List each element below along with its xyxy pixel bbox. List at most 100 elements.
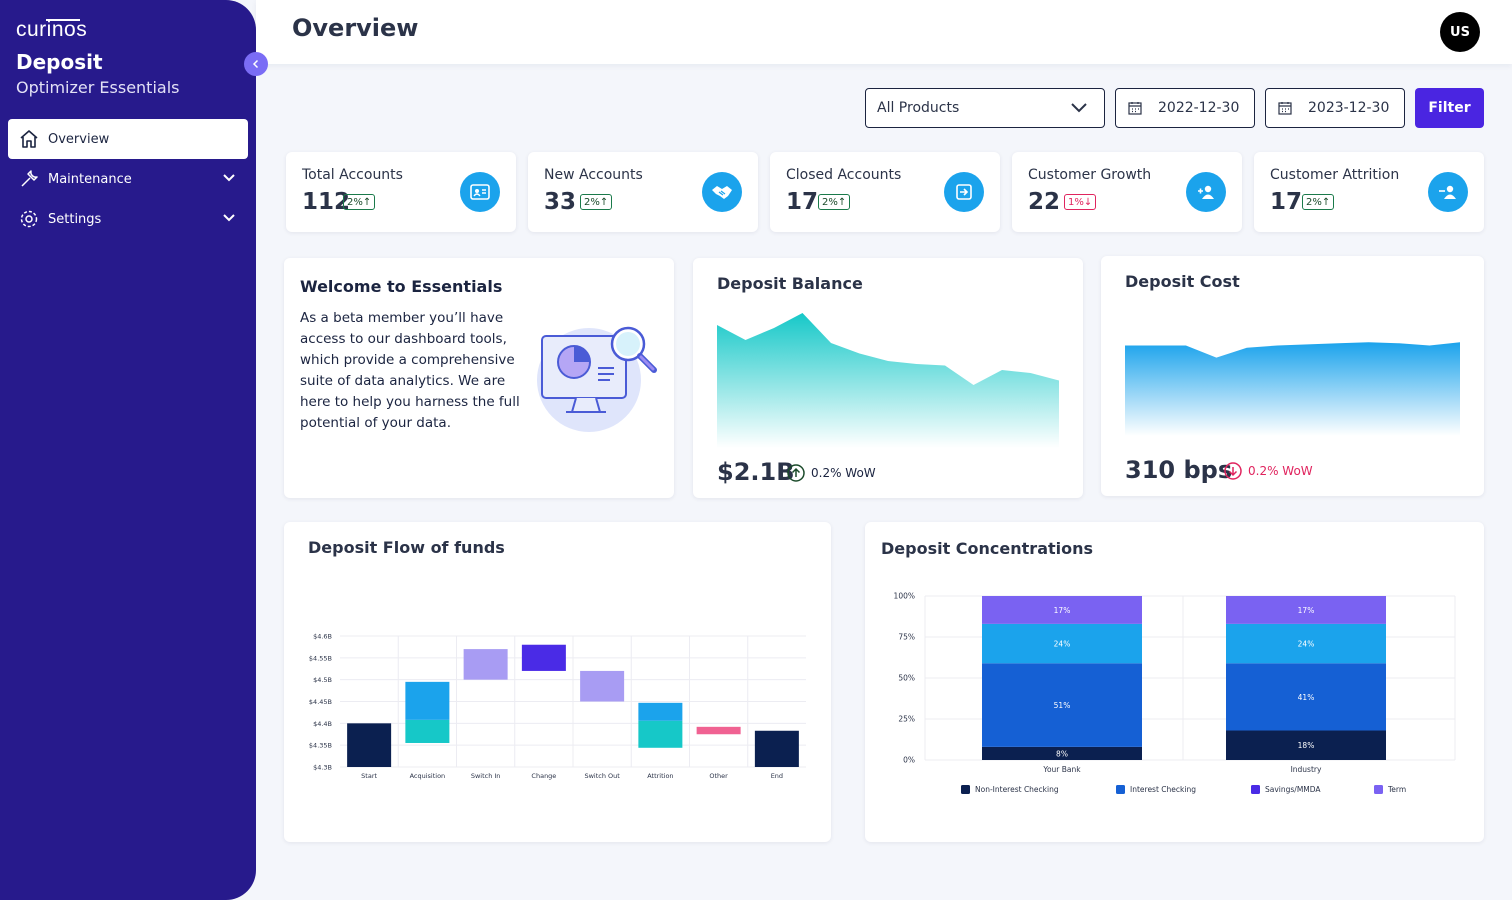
kpi-value: 17 xyxy=(1270,189,1303,215)
arrow-up-icon: ↑ xyxy=(599,196,609,208)
bar-end xyxy=(754,730,799,767)
bar-other xyxy=(696,726,741,735)
x-tick-label: Change xyxy=(531,772,556,780)
bar-acquisition xyxy=(405,719,450,743)
wrench-icon xyxy=(18,168,40,190)
kpi-card-new-accounts: New Accounts 33 2% ↑ xyxy=(528,152,758,232)
analytics-illustration xyxy=(537,326,657,432)
x-tick-label: Attrition xyxy=(647,772,673,780)
deposit-cost-change: 0.2% WoW xyxy=(1224,462,1313,480)
sidebar-item-label: Settings xyxy=(48,211,102,227)
welcome-text: As a beta member you’ll have access to o… xyxy=(300,310,520,431)
chevron-left-icon xyxy=(252,59,259,69)
start-date-value: 2022-12-30 xyxy=(1158,100,1240,116)
bar-segment xyxy=(1226,596,1386,624)
kpi-card-total-accounts: Total Accounts 112 2% ↑ xyxy=(286,152,516,232)
bar-segment xyxy=(1226,730,1386,760)
x-tick-label: Switch Out xyxy=(584,772,620,780)
bar-segment xyxy=(982,746,1142,760)
product-select-value: All Products xyxy=(877,100,960,116)
y-tick-label: $4.6B xyxy=(313,633,332,641)
x-tick-label: Your Bank xyxy=(1042,765,1081,774)
deposit-concentrations-title: Deposit Concentrations xyxy=(881,539,1094,558)
end-date-value: 2023-12-30 xyxy=(1308,100,1390,116)
calendar-icon xyxy=(1278,101,1292,115)
bar-segment xyxy=(982,623,1142,664)
y-tick-label: 50% xyxy=(898,674,915,683)
area-fill xyxy=(717,313,1059,448)
y-tick-label: 25% xyxy=(898,715,915,724)
change-badge: 2% ↑ xyxy=(818,194,851,210)
sidebar-item-maintenance[interactable]: Maintenance xyxy=(8,159,248,199)
deposit-concentrations-card: Deposit Concentrations 0% 25% 50% 75% 100% 8%… xyxy=(865,522,1484,842)
deposit-balance-title: Deposit Balance xyxy=(717,274,863,293)
y-tick-label: $4.5B xyxy=(313,676,332,684)
arrow-down-circle-icon xyxy=(1224,462,1242,480)
bar-acquisition xyxy=(405,681,450,720)
y-tick-label: $4.55B xyxy=(309,654,332,662)
chevron-down-icon xyxy=(1070,102,1088,118)
product-select[interactable]: All Products xyxy=(865,88,1105,128)
deposit-balance-card: Deposit Balance $2.1B 0.2% WoW xyxy=(693,258,1083,498)
app-subtitle: Optimizer Essentials xyxy=(16,78,180,97)
curinos-logo[interactable]: curinos xyxy=(16,18,88,41)
handshake-icon xyxy=(702,172,742,212)
user-remove-icon xyxy=(1428,172,1468,212)
change-badge: 2% ↑ xyxy=(580,194,613,210)
x-tick-label: Industry xyxy=(1291,765,1322,774)
filter-button[interactable]: Filter xyxy=(1415,88,1484,128)
data-label: 17% xyxy=(1298,606,1315,615)
welcome-card: Welcome to Essentials As a beta member y… xyxy=(284,258,674,498)
kpi-card-closed-accounts: Closed Accounts 17 2% ↑ xyxy=(770,152,1000,232)
kpi-value: 112 xyxy=(302,189,351,215)
data-label: 8% xyxy=(1056,749,1068,758)
data-label: 18% xyxy=(1298,741,1315,750)
data-label: 24% xyxy=(1298,640,1315,649)
y-tick-label: 100% xyxy=(894,592,915,601)
change-badge: 2% ↑ xyxy=(343,194,376,210)
kpi-card-customer-growth: Customer Growth 22 1% ↓ xyxy=(1012,152,1242,232)
gear-icon xyxy=(18,208,40,230)
x-tick-label: Switch In xyxy=(471,772,501,780)
area-fill xyxy=(1125,342,1460,436)
start-date-field[interactable]: 2022-12-30 xyxy=(1115,88,1255,128)
collapse-sidebar-button[interactable] xyxy=(244,52,268,76)
data-label: 24% xyxy=(1054,640,1071,649)
id-card-icon xyxy=(460,172,500,212)
kpi-label: Total Accounts xyxy=(302,167,403,183)
deposit-cost-card: Deposit Cost 310 bps 0.2% WoW xyxy=(1101,256,1484,496)
deposit-concentrations-chart: 0% 25% 50% 75% 100% 8% 51% 24% 17% Your Bank 18% 41… xyxy=(894,592,1456,794)
chevron-down-icon xyxy=(222,212,236,227)
legend-label: Savings/MMDA xyxy=(1265,785,1321,794)
bar-segment xyxy=(1226,623,1386,664)
sidebar-item-settings[interactable]: Settings xyxy=(8,199,248,239)
deposit-cost-value: 310 bps xyxy=(1125,456,1233,484)
legend-swatch xyxy=(1374,785,1383,794)
change-badge: 1% ↓ xyxy=(1064,194,1097,210)
arrow-down-icon: ↓ xyxy=(1083,196,1093,208)
x-tick-label: End xyxy=(771,772,783,780)
sidebar: curinos Deposit Optimizer Essentials Ove… xyxy=(0,0,256,900)
legend-label: Non-Interest Checking xyxy=(975,785,1059,794)
bar-segment xyxy=(982,663,1142,747)
x-tick-label: Other xyxy=(709,772,728,780)
avatar[interactable]: US xyxy=(1440,12,1480,52)
x-tick-label: Start xyxy=(361,772,377,780)
chevron-down-icon xyxy=(222,172,236,187)
bar-attrition xyxy=(638,702,683,721)
deposit-cost-title: Deposit Cost xyxy=(1125,272,1240,291)
deposit-balance-change: 0.2% WoW xyxy=(787,464,876,482)
deposit-balance-chart xyxy=(717,313,1059,448)
kpi-label: Closed Accounts xyxy=(786,167,902,183)
bar-switch-in xyxy=(463,649,508,680)
data-label: 41% xyxy=(1298,693,1315,702)
end-date-field[interactable]: 2023-12-30 xyxy=(1265,88,1405,128)
y-tick-label: 75% xyxy=(898,633,915,642)
sidebar-nav: Overview Maintenance Settings xyxy=(8,119,248,239)
bar-segment xyxy=(1226,663,1386,731)
calendar-icon xyxy=(1128,101,1142,115)
sidebar-item-overview[interactable]: Overview xyxy=(8,119,248,159)
kpi-label: Customer Attrition xyxy=(1270,167,1400,183)
deposit-flow-title: Deposit Flow of funds xyxy=(308,538,505,557)
exit-icon xyxy=(944,172,984,212)
